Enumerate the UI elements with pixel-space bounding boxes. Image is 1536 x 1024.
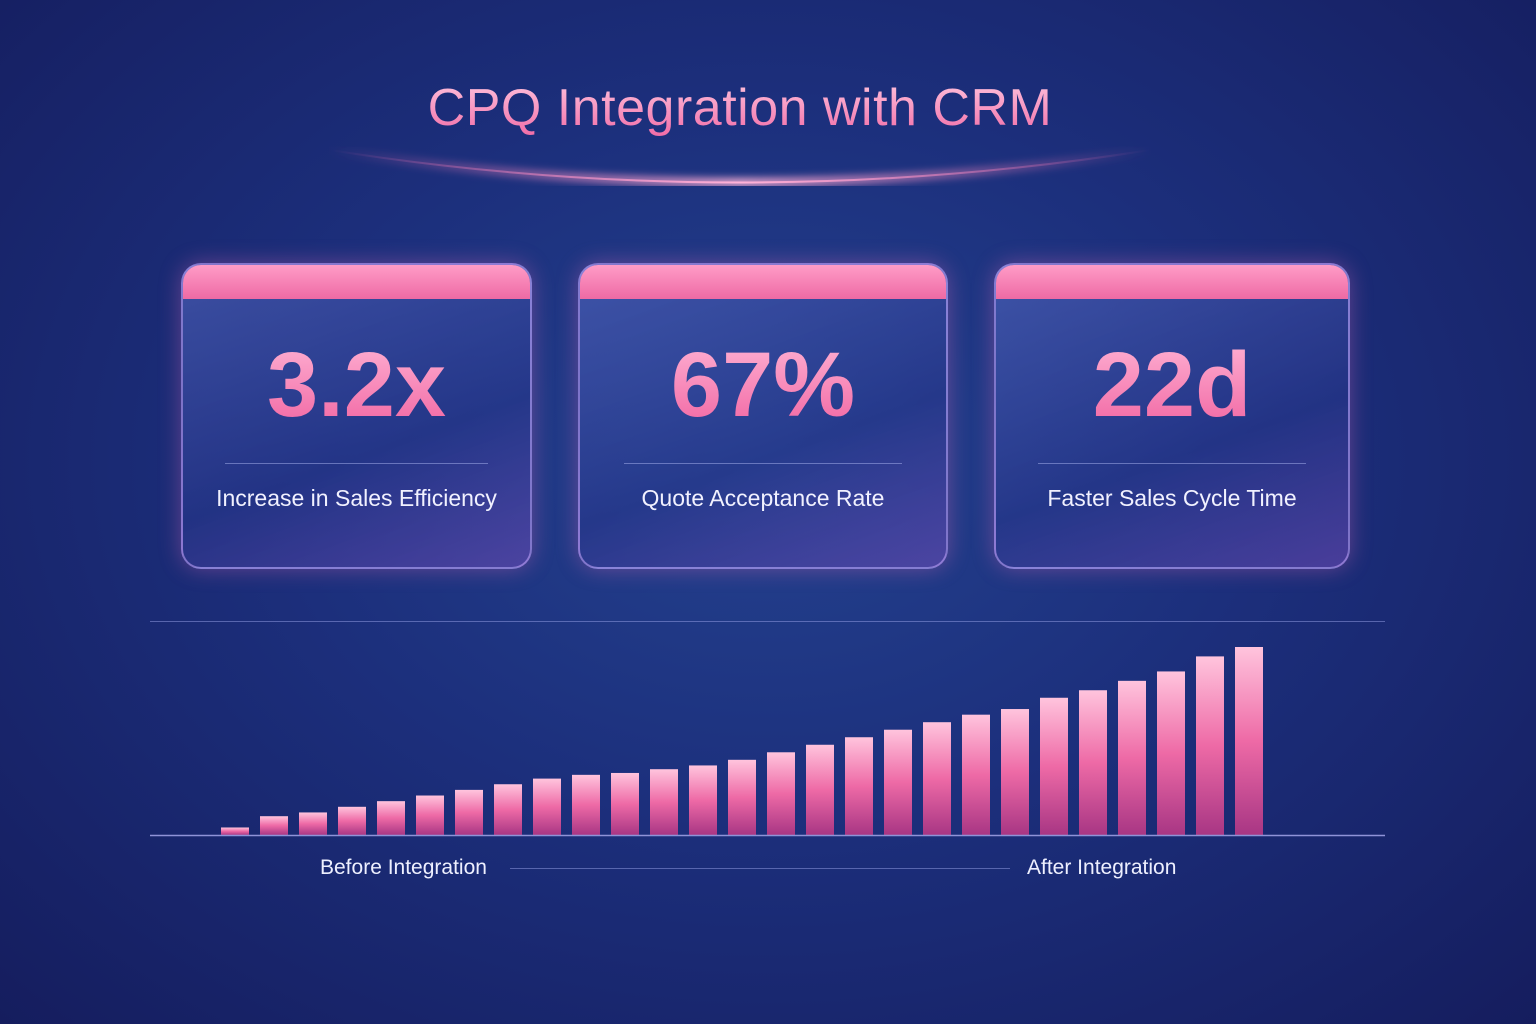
x-label-before: Before Integration — [320, 856, 487, 879]
bar-6 — [416, 795, 444, 835]
bar-7 — [455, 789, 483, 835]
bar-24 — [1118, 680, 1146, 835]
metric-card-acceptance: 67% Quote Acceptance Rate — [578, 263, 948, 569]
bar-1 — [221, 827, 249, 835]
card-divider — [224, 463, 489, 464]
bar-22 — [1040, 697, 1068, 835]
bar-25 — [1157, 671, 1185, 835]
card-header — [183, 265, 530, 299]
bar-17 — [845, 737, 873, 835]
bar-15 — [767, 752, 795, 835]
bar-16 — [806, 744, 834, 835]
metric-card-cycle-time: 22d Faster Sales Cycle Time — [994, 263, 1350, 569]
bar-11 — [611, 772, 639, 835]
card-divider — [1038, 463, 1306, 464]
metric-label: Increase in Sales Efficiency — [216, 485, 497, 511]
bar-8 — [494, 784, 522, 835]
bar-9 — [533, 778, 561, 835]
metric-value: 67% — [580, 333, 946, 438]
metric-value: 3.2x — [183, 333, 530, 438]
title-glow-arc — [329, 146, 1151, 187]
bar-3 — [299, 812, 327, 835]
bar-10 — [572, 774, 600, 835]
axis-connector-line — [510, 868, 1010, 869]
x-label-after: After Integration — [1027, 856, 1177, 879]
metric-value: 22d — [996, 333, 1348, 438]
bar-4 — [338, 806, 366, 835]
bar-26 — [1196, 656, 1224, 835]
bar-12 — [650, 769, 678, 835]
bar-19 — [923, 722, 951, 835]
metric-label: Quote Acceptance Rate — [641, 485, 885, 511]
metric-label: Faster Sales Cycle Time — [1047, 485, 1297, 511]
bar-2 — [260, 816, 288, 835]
bar-18 — [884, 729, 912, 835]
card-header — [996, 265, 1348, 299]
bar-20 — [962, 714, 990, 835]
page-title: CPQ Integration with CRM — [0, 78, 1480, 138]
section-divider — [150, 621, 1385, 622]
card-header — [580, 265, 946, 299]
metric-card-efficiency: 3.2x Increase in Sales Efficiency — [181, 263, 532, 569]
bar-27 — [1235, 647, 1263, 835]
bar-5 — [377, 801, 405, 835]
bar-14 — [728, 759, 756, 835]
bar-23 — [1079, 690, 1107, 835]
bar-13 — [689, 765, 717, 835]
bar-21 — [1001, 709, 1029, 835]
card-divider — [623, 463, 903, 464]
